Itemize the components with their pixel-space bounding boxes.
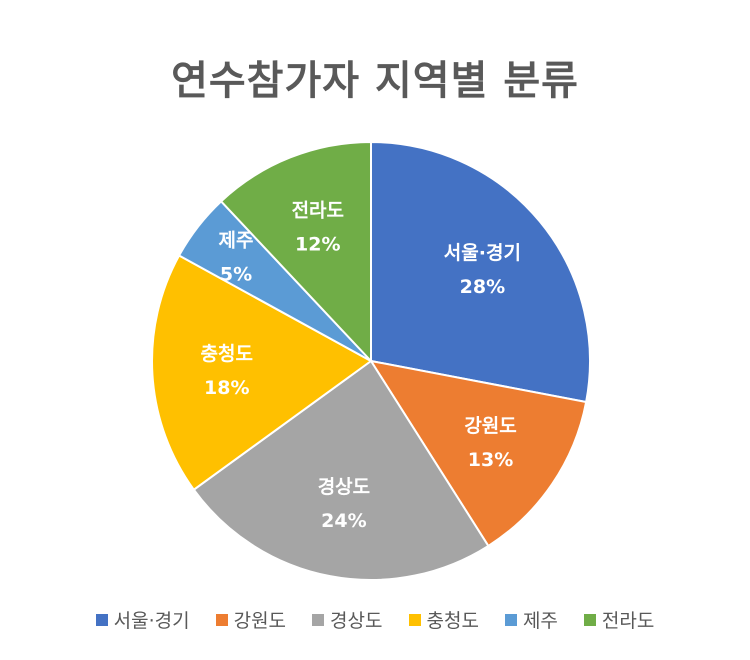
legend-item: 전라도 — [583, 606, 655, 633]
slice-category-label: 충청도 — [201, 343, 253, 365]
legend-swatch — [504, 613, 517, 626]
slice-value-label: 5% — [220, 263, 252, 285]
pie-slice — [192, 359, 490, 581]
legend-item: 경상도 — [312, 606, 383, 633]
slice-value-label: 18% — [204, 377, 249, 399]
legend-swatch — [95, 613, 108, 626]
slice-value-label: 28% — [460, 276, 505, 298]
legend-item: 충청도 — [408, 606, 479, 633]
legend-item: 제주 — [504, 606, 558, 633]
chart-title: 연수참가자 지역별 분류 — [171, 58, 579, 104]
pie-slice — [151, 254, 373, 492]
legend-label: 서울·경기 — [113, 610, 190, 632]
legend-swatch — [312, 613, 325, 626]
legend-label: 전라도 — [601, 610, 655, 632]
legend-swatch — [583, 613, 596, 626]
pie-slice — [368, 359, 588, 548]
legend-label: 경상도 — [330, 610, 383, 632]
legend-swatch — [408, 613, 421, 626]
legend-label: 강원도 — [233, 610, 287, 632]
legend-item: 서울·경기 — [95, 606, 190, 633]
legend-label: 충청도 — [426, 610, 479, 632]
slice-value-label: 24% — [321, 510, 366, 532]
slice-category-label: 경상도 — [318, 476, 370, 498]
slice-category-label: 전라도 — [292, 200, 344, 222]
slice-value-label: 12% — [295, 234, 340, 256]
slice-category-label: 강원도 — [464, 415, 516, 437]
pie-slice — [370, 140, 591, 404]
slice-value-label: 13% — [468, 449, 513, 471]
pie-slice — [219, 140, 372, 364]
chart-legend: 서울·경기 강원도 경상도 충청도 제주 전라도 — [0, 606, 750, 633]
pie-plot: 서울·경기 28% 강원도 13% 경상도 24% 충청도 18% 제주 5% 전라도 12% — [151, 140, 591, 581]
slice-category-label: 서울·경기 — [444, 242, 521, 264]
legend-swatch — [215, 613, 228, 626]
slice-category-label: 제주 — [219, 229, 254, 251]
legend-item: 강원도 — [215, 606, 287, 633]
legend-label: 제주 — [522, 610, 558, 632]
